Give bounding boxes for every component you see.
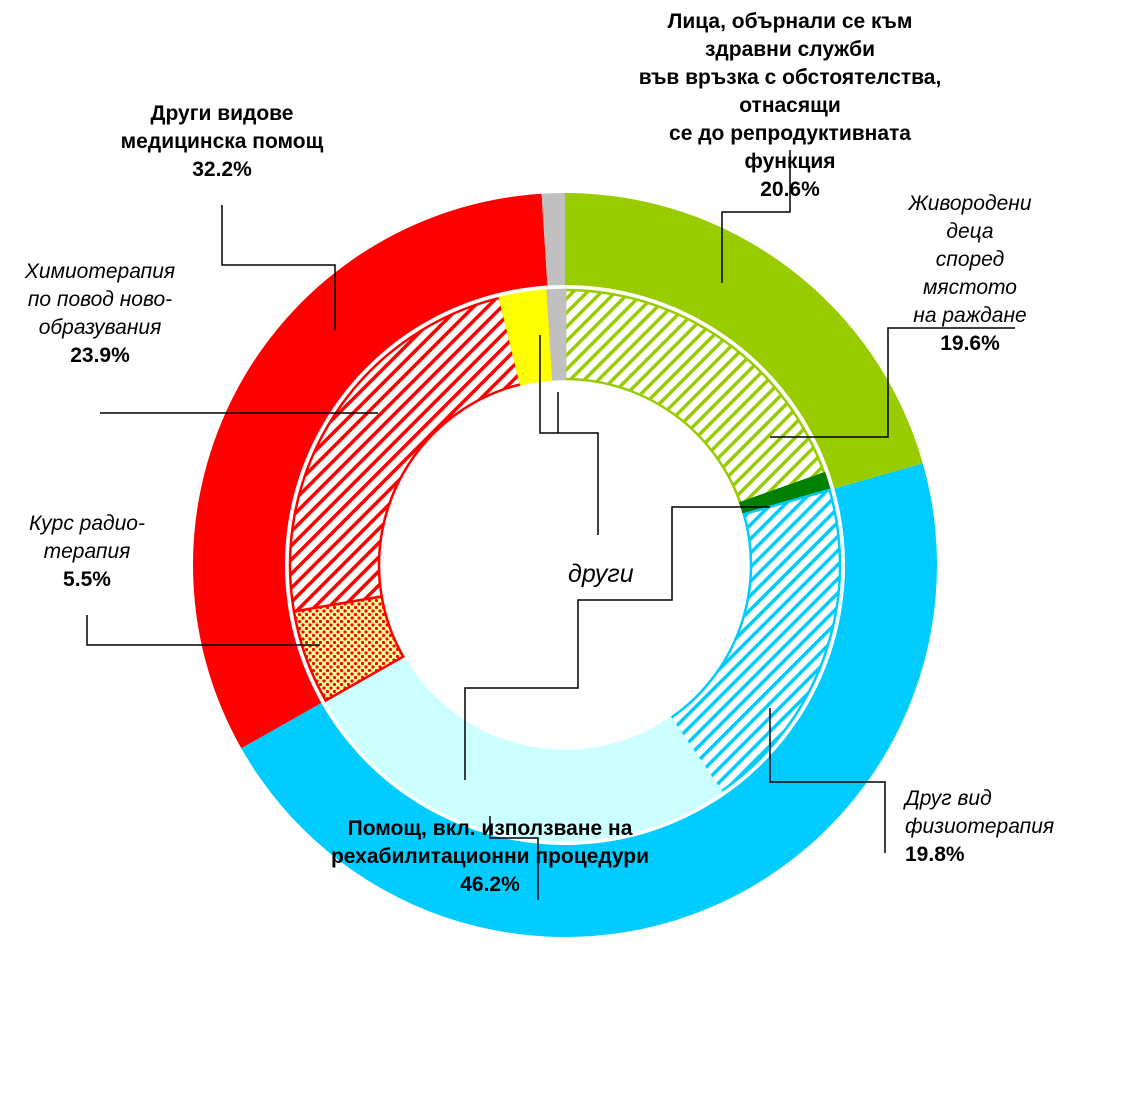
donut-slice — [323, 654, 723, 842]
slice-label: Друг вид физиотерапия 19.8% — [905, 785, 1054, 869]
category-label: Живородени деца според мястото на раждан… — [908, 192, 1032, 327]
category-label: Други видове медицинска помощ — [120, 102, 324, 153]
value-label: 32.2% — [192, 158, 252, 181]
value-label: 19.8% — [905, 843, 965, 866]
leader-line — [221, 205, 336, 330]
value-label: 5.5% — [63, 568, 111, 591]
leader-line — [86, 615, 320, 646]
slice-label: Други видове медицинска помощ 32.2% — [121, 100, 324, 184]
slice-label: Помощ, вкл. използване на рехабилитацион… — [331, 815, 649, 899]
slice-label: Химиотерапия по повод ново- образувания 2… — [25, 258, 175, 370]
category-label: Друг вид физиотерапия — [905, 787, 1055, 838]
category-label: Химиотерапия по повод ново- образувания — [24, 260, 176, 339]
leader-line — [539, 335, 599, 535]
donut-slice — [541, 193, 565, 286]
value-label: 23.9% — [70, 344, 130, 367]
donut-slice — [565, 193, 923, 489]
leader-line — [721, 150, 791, 283]
category-label: Помощ, вкл. използване на рехабилитацион… — [330, 817, 650, 868]
value-label: 20.6% — [760, 178, 820, 201]
leader-line — [770, 327, 1015, 438]
annotation: други — [568, 560, 634, 588]
donut-slice — [192, 193, 548, 749]
donut-slice — [241, 463, 937, 937]
slice-label: Живородени деца според мястото на раждан… — [895, 190, 1046, 358]
slice-label: Курс радио- терапия 5.5% — [29, 510, 145, 594]
category-label: Курс радио- терапия — [29, 512, 145, 563]
slice-label: Лица, обърнали се към здравни служби във… — [625, 8, 956, 204]
value-label: 46.2% — [460, 873, 520, 896]
leader-line — [489, 816, 539, 900]
category-label: Лица, обърнали се към здравни служби във… — [638, 10, 942, 173]
leader-line — [464, 506, 770, 780]
leader-line — [769, 708, 886, 853]
donut-slice — [288, 296, 523, 613]
value-label: 19.6% — [940, 332, 1000, 355]
donut-slice — [546, 288, 567, 381]
